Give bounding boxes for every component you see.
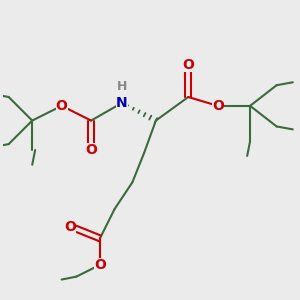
Text: O: O bbox=[182, 58, 194, 72]
Text: O: O bbox=[94, 258, 106, 272]
Text: O: O bbox=[64, 220, 76, 234]
Text: O: O bbox=[56, 99, 68, 113]
Text: N: N bbox=[116, 96, 128, 110]
Text: O: O bbox=[212, 99, 224, 113]
Text: O: O bbox=[85, 143, 97, 157]
Text: H: H bbox=[117, 80, 127, 93]
